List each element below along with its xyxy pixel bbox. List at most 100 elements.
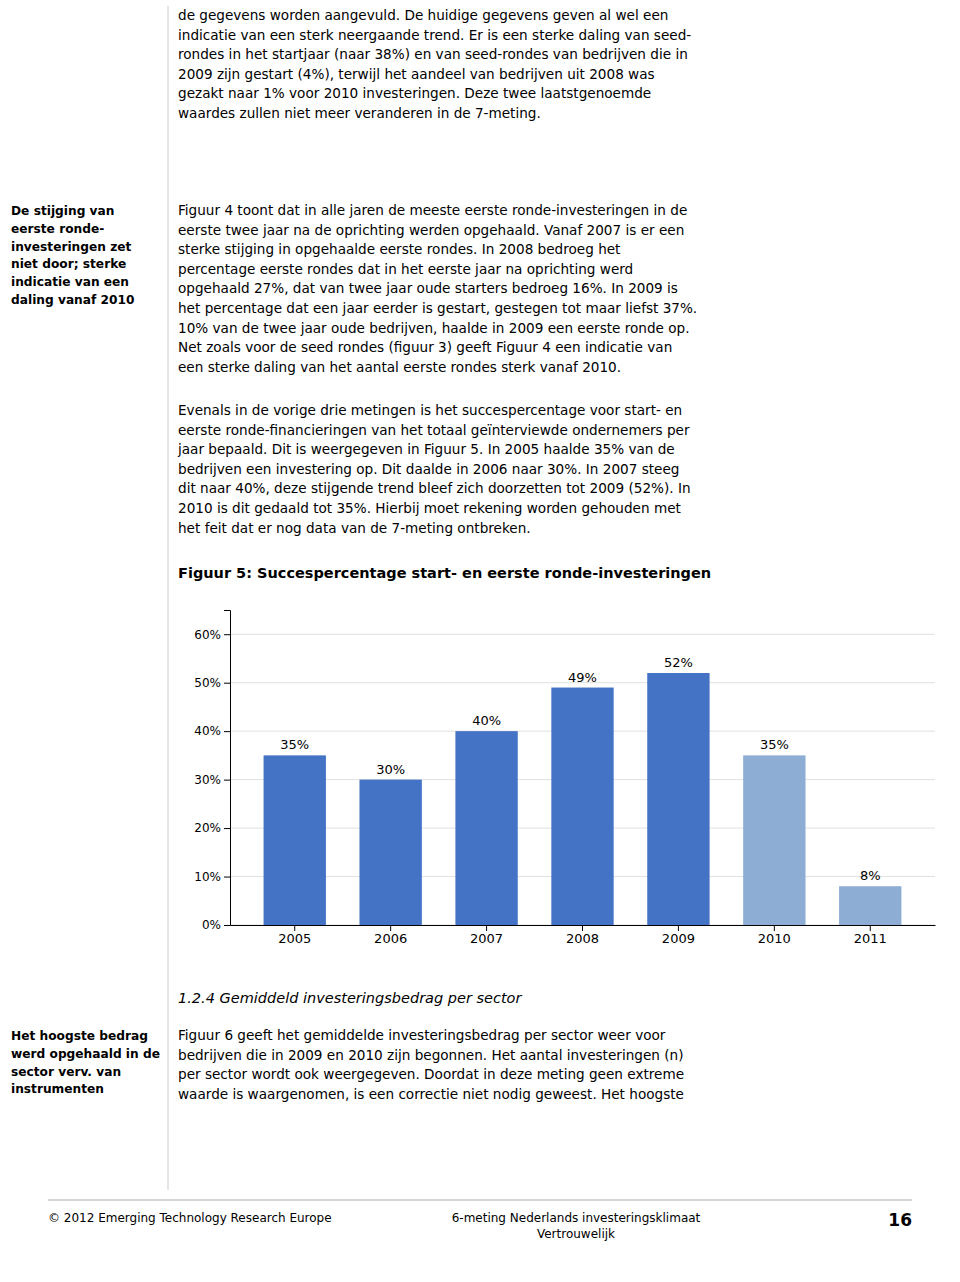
data-label: 35% <box>760 737 789 752</box>
y-tick-label: 60% <box>194 628 221 642</box>
bar <box>551 688 613 925</box>
x-tick: 2006 <box>374 925 407 946</box>
y-tick: 20% <box>194 821 230 835</box>
body-text: 2009 zijn gestart (4%), terwijl het aand… <box>178 66 655 82</box>
section-heading: 1.2.4 Gemiddeld investeringsbedrag per s… <box>178 990 522 1006</box>
footer-rule <box>48 1200 912 1201</box>
x-tick-mark <box>870 925 871 931</box>
x-tick: 2010 <box>758 925 791 946</box>
x-tick-label: 2005 <box>278 931 311 946</box>
y-tick-mark <box>224 634 230 635</box>
data-label: 49% <box>568 670 597 685</box>
bar <box>359 780 421 925</box>
x-tick: 2005 <box>278 925 311 946</box>
body-text: Figuur 6 geeft het gemiddelde investerin… <box>178 1027 666 1043</box>
grid <box>230 634 935 925</box>
y-tick-mark <box>224 731 230 732</box>
y-tick: 50% <box>194 676 230 690</box>
x-tick-label: 2009 <box>662 931 695 946</box>
page-number: 16 <box>888 1210 912 1230</box>
y-tick-label: 50% <box>194 676 221 690</box>
body-text: percentage eerste rondes dat in het eers… <box>178 261 633 277</box>
body-text: indicatie van een sterk neergaande trend… <box>178 27 691 43</box>
y-axis: 0% 10% 20% 30% 40% 50% 60% <box>194 611 230 933</box>
y-tick-label: 40% <box>194 724 221 738</box>
chart: 35% 30% 40% 49% 52% 35% 8% 0% 10% 20% 30% 40% 50% 60%… <box>194 611 935 947</box>
x-tick-mark <box>678 925 679 931</box>
margin-note: indicatie van een <box>11 275 129 289</box>
body-text: 10% van de twee jaar oude bedrijven, haa… <box>178 320 690 336</box>
data-label: 35% <box>280 737 309 752</box>
data-label: 8% <box>860 868 881 883</box>
x-tick-label: 2006 <box>374 931 407 946</box>
body-text: Evenals in de vorige drie metingen is he… <box>178 402 682 418</box>
footer-center: 6-meting Nederlands investeringsklimaat <box>452 1211 701 1225</box>
margin-note: daling vanaf 2010 <box>11 293 134 307</box>
y-axis-line <box>224 611 231 926</box>
body-text: opgehaald 27%, dat van twee jaar oude st… <box>178 280 678 296</box>
body-text: eerste twee jaar na de oprichting werden… <box>178 222 684 238</box>
x-tick-mark <box>774 925 775 931</box>
margin-note: werd opgehaald in de <box>11 1047 160 1061</box>
y-tick: 30% <box>194 773 230 787</box>
data-label: 30% <box>376 762 405 777</box>
bar <box>455 731 517 925</box>
x-tick-mark <box>486 925 487 931</box>
y-tick-label: 30% <box>194 773 221 787</box>
bar <box>743 755 805 925</box>
margin-note: investeringen zet <box>11 240 132 254</box>
body-text: een sterke daling van het aantal eerste … <box>178 359 621 375</box>
y-tick-mark <box>224 780 230 781</box>
body-text: sterke stijging in opgehaalde eerste ron… <box>178 241 620 257</box>
footer-center: Vertrouwelijk <box>537 1227 615 1241</box>
y-tick: 0% <box>202 918 230 932</box>
margin-note: niet door; sterke <box>11 257 126 271</box>
data-label: 52% <box>664 655 693 670</box>
x-tick-label: 2010 <box>758 931 791 946</box>
x-tick-mark <box>390 925 391 931</box>
margin-note: instrumenten <box>11 1082 104 1096</box>
y-tick-mark <box>224 877 230 878</box>
bars <box>264 673 902 925</box>
margin-note: Het hoogste bedrag <box>11 1029 148 1043</box>
body-text: gezakt naar 1% voor 2010 investeringen. … <box>178 85 651 101</box>
footer-left: © 2012 Emerging Technology Research Euro… <box>48 1211 332 1225</box>
body-text: het percentage dat een jaar eerder is ge… <box>178 300 697 316</box>
body-text: dit naar 40%, deze stijgende trend bleef… <box>178 480 691 496</box>
y-tick: 10% <box>194 870 230 884</box>
margin-note: eerste ronde- <box>11 222 104 236</box>
x-tick-label: 2008 <box>566 931 599 946</box>
x-tick-label: 2011 <box>854 931 887 946</box>
body-text: eerste ronde-financieringen van het tota… <box>178 422 690 438</box>
data-labels: 35% 30% 40% 49% 52% 35% 8% <box>280 655 880 883</box>
page: de gegevens worden aangevuld. De huidige… <box>0 0 960 1282</box>
y-tick: 60% <box>194 628 230 642</box>
grid-line <box>230 634 935 635</box>
y-tick-label: 0% <box>202 918 221 932</box>
x-axis: 2005200620072008200920102011 <box>231 925 936 946</box>
chart-title: Figuur 5: Succespercentage start- en eer… <box>178 565 711 581</box>
body-text: waarde is waargenomen, is een correctie … <box>178 1086 684 1102</box>
margin-note: sector verv. van <box>11 1065 121 1079</box>
x-tick: 2011 <box>854 925 887 946</box>
body-text: het feit dat er nog data van de 7-meting… <box>178 520 531 536</box>
body-text: Figuur 4 toont dat in alle jaren de mees… <box>178 202 687 218</box>
body-text: rondes in het startjaar (naar 38%) en va… <box>178 46 688 62</box>
y-tick: 40% <box>194 724 230 738</box>
bar <box>647 673 709 925</box>
body-text: 2010 is dit gedaald tot 35%. Hierbij moe… <box>178 500 681 516</box>
y-tick-mark <box>224 925 230 926</box>
bar <box>264 755 326 925</box>
x-tick: 2008 <box>566 925 599 946</box>
body-text: bedrijven een investering op. Dit daalde… <box>178 461 679 477</box>
body-text: de gegevens worden aangevuld. De huidige… <box>178 7 668 23</box>
sidebar-rule <box>168 6 169 1190</box>
x-tick-mark <box>294 925 295 931</box>
x-tick: 2009 <box>662 925 695 946</box>
y-tick-label: 10% <box>194 870 221 884</box>
x-tick-mark <box>582 925 583 931</box>
body-text: jaar bepaald. Dit is weergegeven in Figu… <box>177 441 675 457</box>
body-text: bedrijven die in 2009 en 2010 zijn begon… <box>178 1047 683 1063</box>
data-label: 40% <box>472 713 501 728</box>
y-tick-label: 20% <box>194 821 221 835</box>
